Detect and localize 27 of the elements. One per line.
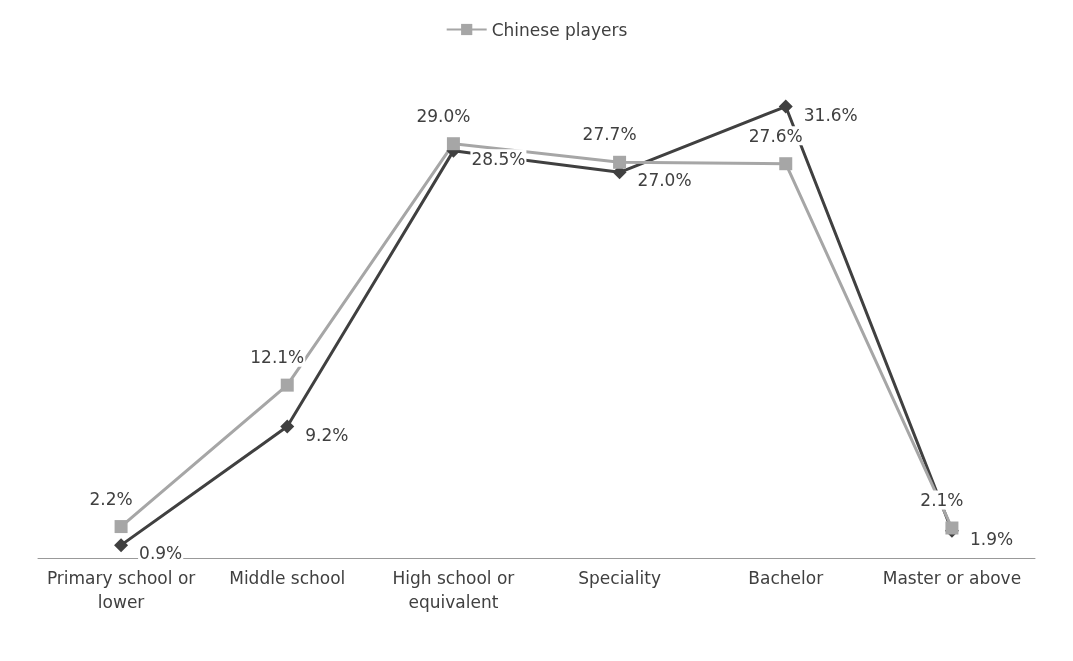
x-tick-label: Speciality [578,568,661,588]
point [280,419,295,434]
x-tick-label: Primary school or lower [46,568,196,612]
data-label: 2.2% [89,488,133,509]
data-label: 27.6% [748,125,803,146]
x-tick-label: Master or above [882,568,1022,588]
data-label: 29.0% [416,105,471,126]
point [446,137,460,151]
data-label: 31.6% [803,104,858,125]
data-label: 1.9% [969,528,1014,549]
x-tick-label: Middle school [229,568,346,588]
point [280,378,294,392]
data-label: 9.2% [305,424,349,445]
x-tick-label: High school or equivalent [392,568,515,612]
legend-label: Chinese players [491,19,628,40]
point [778,99,793,114]
data-label: 2.1% [920,490,964,510]
point [613,155,627,169]
data-label: 27.0% [637,170,692,191]
data-label: 27.7% [582,124,637,145]
x-tick-label: Bachelor [748,568,824,588]
point [779,157,793,171]
data-label: 0.9% [139,543,183,564]
data-label: 28.5% [471,148,526,169]
data-label: 12.1% [250,347,305,368]
point [114,520,128,534]
point [114,538,129,553]
